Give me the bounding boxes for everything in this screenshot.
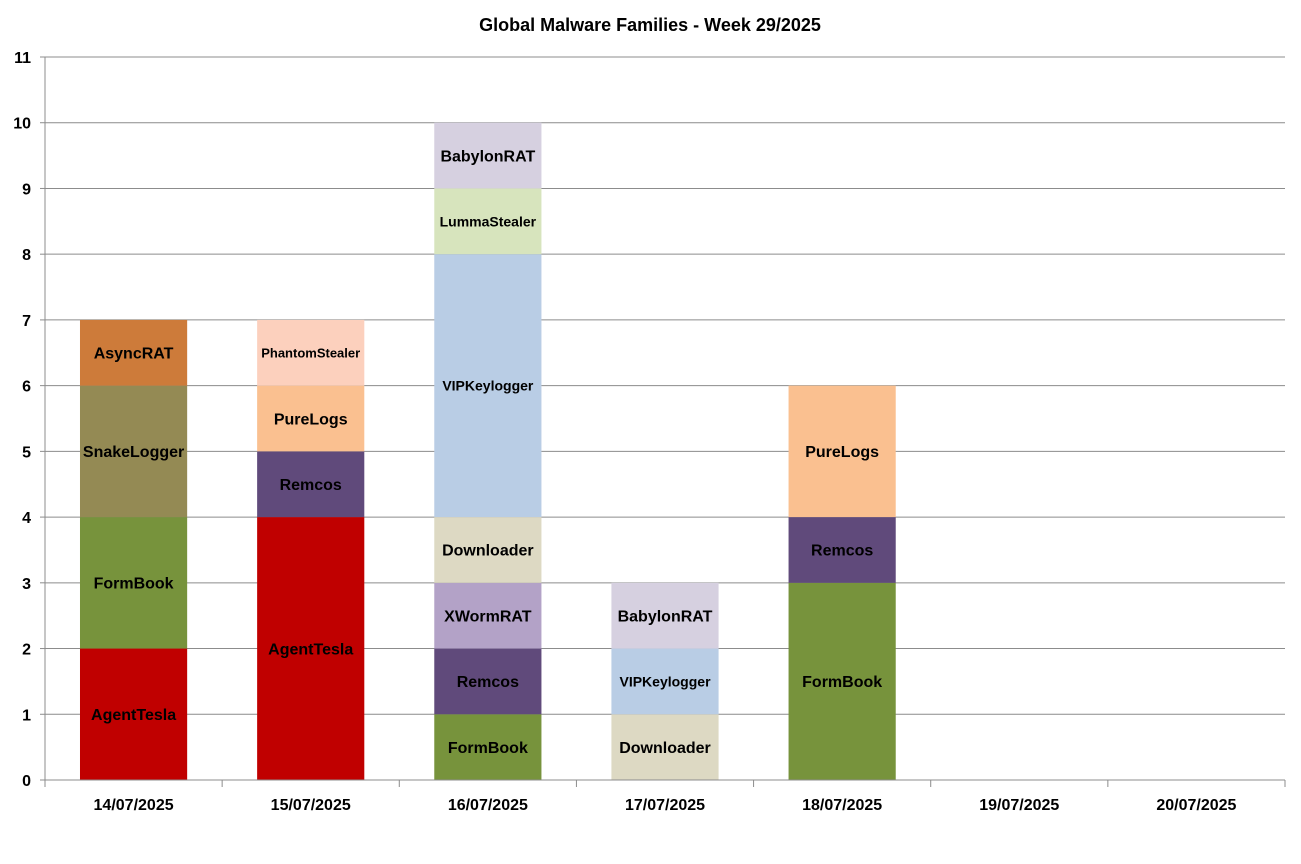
x-tick-label: 17/07/2025 [625,797,705,814]
bar-segment-label: AgentTesla [268,641,353,658]
bar-segment-label: BabylonRAT [440,148,535,165]
y-tick-label: 11 [14,50,31,67]
bar-segment-label: FormBook [448,740,528,757]
y-tick-label: 4 [22,510,31,527]
bar-segment [788,517,896,583]
bar-segment [788,582,896,780]
y-tick-label: 1 [22,707,31,724]
bar-segment [79,319,188,386]
y-tick-label: 5 [22,444,31,461]
y-tick-label: 2 [22,642,31,659]
bar-segment [434,648,542,715]
bar-segment [79,517,188,649]
bar-segment [257,319,365,386]
bar-segment [434,714,542,780]
bar-segment-label: PureLogs [274,411,348,428]
bar-segment [434,188,542,255]
x-tick-label: 18/07/2025 [802,797,882,814]
bar-segment [79,385,188,518]
bar-segment [611,582,719,649]
bar-segment-label: SnakeLogger [83,444,184,461]
bar-segment-label: AgentTesla [91,707,176,724]
bar-segment [434,122,542,189]
chart-title: Global Malware Families - Week 29/2025 [479,15,821,35]
bar-segment [257,451,365,518]
y-tick-label: 3 [22,576,31,593]
y-tick-label: 6 [22,379,31,396]
bar-segment-label: AsyncRAT [94,346,174,363]
bars: AgentTesla FormBook SnakeLogger AsyncRAT Age… [79,122,896,780]
bar-segment [79,648,188,780]
x-tick-label: 15/07/2025 [271,797,351,814]
bar-segment [788,385,896,518]
bar-segment-label: VIPKeylogger [619,673,711,689]
bar-segment-label: BabylonRAT [618,608,713,625]
y-tick-label: 9 [22,181,31,198]
bar-segment-label: Remcos [811,543,873,560]
bar-segment-label: Downloader [619,740,711,757]
x-tick-label: 16/07/2025 [448,797,528,814]
bar-segment [257,517,365,780]
bar-segment [611,648,719,715]
bar-segment-label: VIPKeylogger [442,378,534,394]
bar-segment [434,582,542,649]
bar-segment [434,517,542,583]
bar-segment-label: XWormRAT [444,608,532,625]
bar-segment [257,385,365,452]
bar-segment [611,714,719,780]
bar-segment-label: FormBook [802,674,882,691]
axes: 0 1 2 3 4 5 6 7 8 9 10 11 14/07/2025 15/07/2025 16/07/… [13,50,1286,814]
y-tick-label: 0 [22,773,31,790]
bar-segment-label: LummaStealer [440,213,537,229]
y-tick-label: 10 [13,116,31,133]
bar-segment-label: Remcos [457,674,519,691]
x-tick-label: 14/07/2025 [94,797,174,814]
bar-segment-label: Remcos [280,477,342,494]
bar-segment-label: PureLogs [805,444,879,461]
y-tick-label: 7 [22,313,31,330]
bar-segment-label: Downloader [442,543,534,560]
x-tick-label: 20/07/2025 [1156,797,1236,814]
bar-segment [434,254,542,518]
x-tick-label: 19/07/2025 [979,797,1059,814]
gridlines [45,56,1285,715]
bar-segment-label: FormBook [94,576,174,593]
bar-segment-label: PhantomStealer [261,345,360,360]
y-tick-label: 8 [22,247,31,264]
